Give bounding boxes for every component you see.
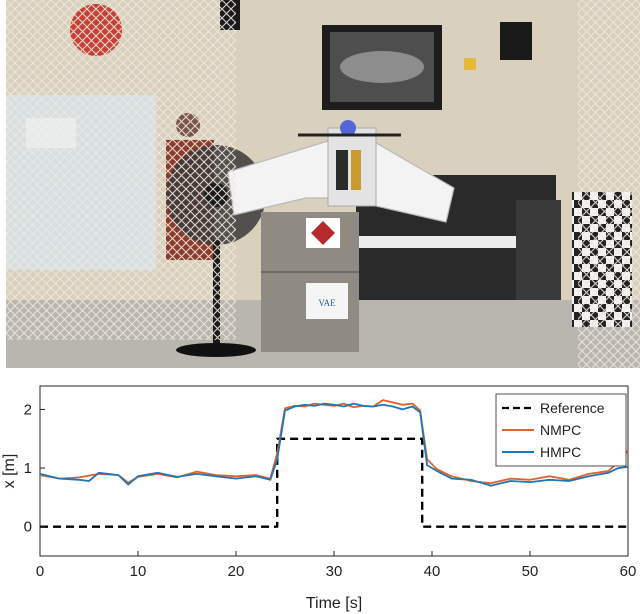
x-ticks: 0 10 20 30 40 50 60 [36,551,637,580]
x-tick-label: 10 [130,563,147,580]
safety-net-left [6,0,236,340]
y-tick-label: 1 [24,460,32,477]
y-tick-label: 2 [24,401,32,418]
x-tick-label: 30 [326,563,343,580]
drone-photo: VAE [6,0,640,368]
box-label [306,283,348,319]
x-tick-label: 20 [228,563,245,580]
box-label-text: VAE [318,298,336,308]
x-tick-label: 60 [620,563,637,580]
series-line-hmpc [39,402,629,487]
x-tick-label: 40 [424,563,441,580]
speaker-right [500,22,532,60]
series-line-nmpc [39,399,629,485]
y-tick-label: 0 [24,519,32,536]
legend-label-reference: Reference [540,400,605,416]
legend: Reference NMPC HMPC [495,393,627,467]
series-layer [39,399,629,528]
series-line-reference [40,437,628,528]
wall-sign [464,58,476,70]
y-ticks: 0 1 2 [24,401,45,536]
x-axis-label: Time [s] [306,595,362,612]
legend-label-nmpc: NMPC [540,422,581,438]
safety-net-right [578,0,640,368]
x-tick-label: 50 [522,563,539,580]
y-axis-label: x [m] [1,454,18,489]
legend-label-hmpc: HMPC [540,444,581,460]
x-tick-label: 0 [36,563,44,580]
vtol-drone [227,120,455,223]
position-chart: 0 10 20 30 40 50 60 0 1 2 Time [s] x [m] Referen… [1,385,637,612]
